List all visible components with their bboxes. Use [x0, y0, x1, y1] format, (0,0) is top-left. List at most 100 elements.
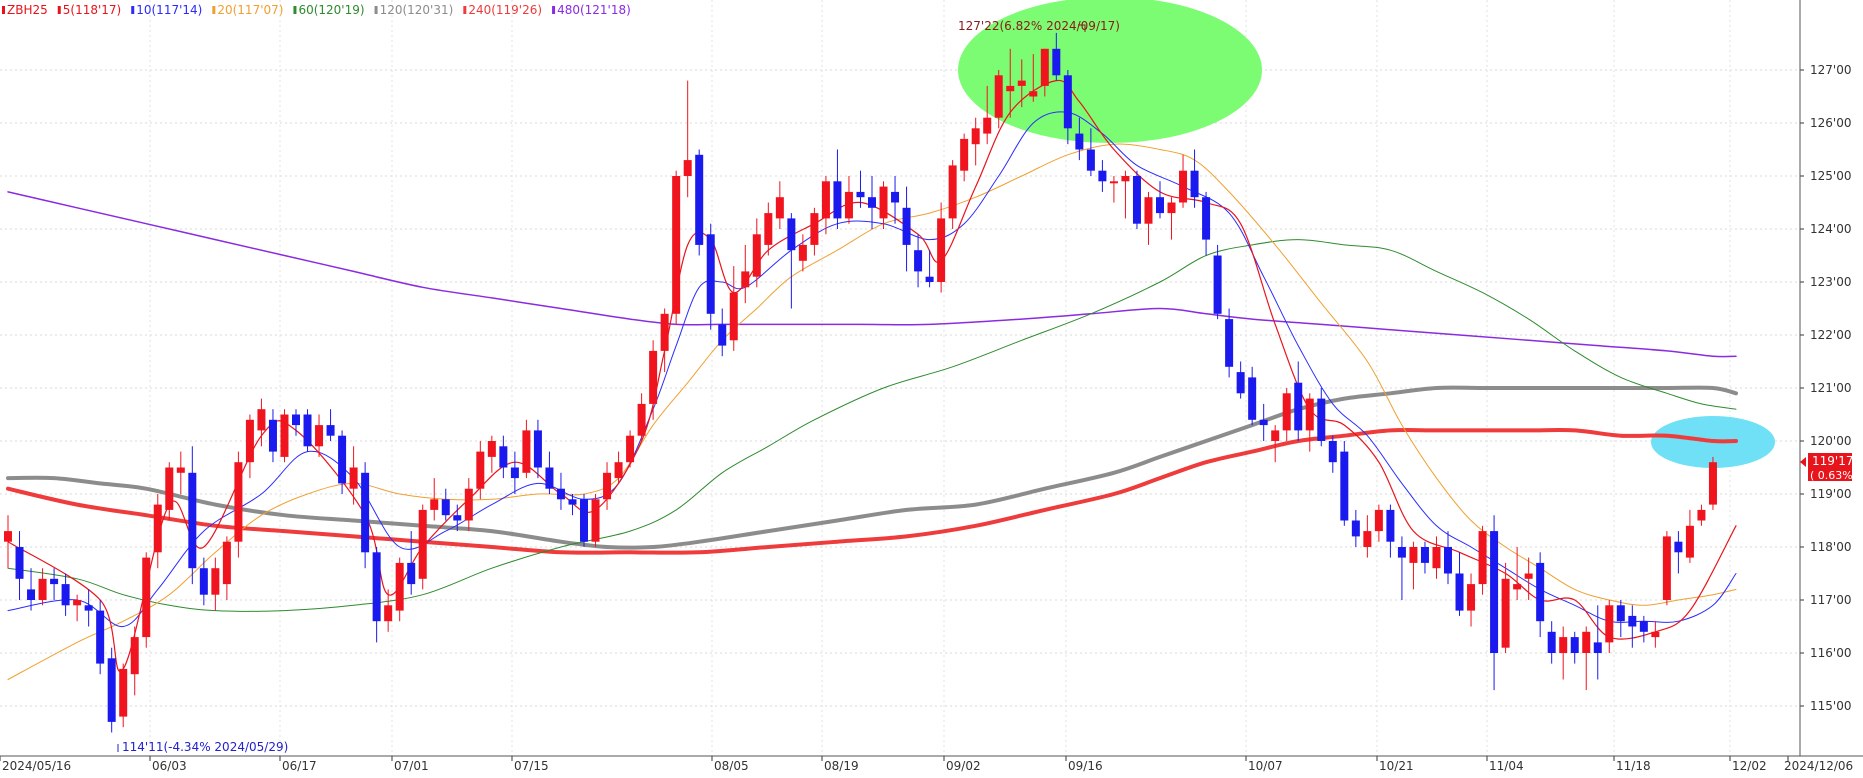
- candle: [73, 594, 82, 622]
- candle-body: [1409, 547, 1418, 563]
- candle-body: [1075, 133, 1084, 150]
- candle-body: [1628, 615, 1637, 627]
- candle-body: [695, 154, 704, 245]
- candle: [1559, 626, 1568, 680]
- candle: [1282, 388, 1291, 441]
- candle: [1616, 600, 1625, 638]
- candle-body: [1248, 377, 1257, 420]
- candle-body: [1582, 631, 1591, 653]
- candle: [153, 494, 162, 569]
- candle-body: [38, 578, 47, 600]
- candle-body: [349, 467, 358, 489]
- candle: [1605, 600, 1614, 653]
- candle-body: [1651, 631, 1660, 638]
- candle-body: [245, 419, 254, 463]
- candle-body: [844, 191, 853, 219]
- y-tick-label: 127'00: [1810, 63, 1851, 77]
- candle-body: [879, 186, 888, 219]
- candle-body: [1444, 547, 1452, 574]
- x-tick-label: 2024/12/06: [1784, 759, 1853, 773]
- candle-body: [706, 234, 715, 314]
- candle: [1374, 504, 1383, 542]
- candle: [891, 176, 900, 224]
- candle-body: [1536, 562, 1545, 622]
- candle-body: [1225, 319, 1234, 367]
- top-highlight-ellipse: [958, 0, 1262, 143]
- candle-body: [1259, 419, 1268, 426]
- candle: [441, 488, 450, 521]
- candle: [960, 133, 969, 182]
- candle-body: [153, 504, 162, 553]
- candle-body: [626, 435, 635, 463]
- candle: [787, 213, 796, 309]
- candle: [868, 176, 876, 229]
- candle: [1109, 176, 1118, 203]
- candle-body: [372, 552, 381, 622]
- candle-body: [292, 414, 300, 426]
- x-tick-label: 10/21: [1379, 759, 1414, 773]
- candle-body: [130, 637, 139, 675]
- candle-body: [1017, 80, 1026, 86]
- candle: [798, 234, 807, 272]
- candle: [580, 494, 588, 547]
- gridlines: [0, 0, 1800, 756]
- candle: [119, 663, 128, 728]
- legend-item: 120(120'31): [380, 3, 454, 17]
- last-price-label: 119'17: [1812, 454, 1853, 468]
- candle: [176, 451, 185, 494]
- candle-body: [1708, 462, 1717, 505]
- candle-body: [257, 409, 266, 431]
- y-tick-label: 123'00: [1810, 275, 1851, 289]
- candle: [27, 568, 36, 611]
- candle: [1651, 621, 1660, 648]
- candle: [856, 170, 865, 208]
- candle: [326, 409, 335, 441]
- candle-body: [568, 499, 577, 505]
- y-tick-label: 126'00: [1810, 116, 1851, 130]
- candle-body: [1513, 584, 1522, 590]
- candle: [61, 573, 70, 616]
- candle-body: [4, 531, 12, 542]
- candle-body: [303, 414, 312, 447]
- candle-body: [418, 509, 427, 579]
- candle: [1098, 160, 1107, 192]
- candle: [1248, 366, 1257, 426]
- x-tick-label: 11/18: [1616, 759, 1651, 773]
- candle-body: [1317, 398, 1326, 441]
- candle-body: [545, 467, 554, 489]
- candle: [4, 515, 12, 569]
- candle: [983, 85, 992, 145]
- candle: [1708, 456, 1717, 510]
- candle: [1121, 170, 1130, 219]
- candle-body: [315, 425, 324, 447]
- candle: [1063, 70, 1072, 145]
- candle-body: [787, 218, 796, 251]
- candle: [879, 181, 888, 229]
- candle: [1570, 631, 1579, 664]
- candle: [407, 531, 416, 595]
- candle: [1236, 361, 1245, 399]
- candle-body: [407, 562, 416, 585]
- candle: [1386, 504, 1395, 558]
- candle-body: [672, 176, 681, 314]
- candle: [418, 504, 427, 590]
- candle: [315, 414, 324, 457]
- candle: [165, 462, 174, 521]
- candle: [1351, 509, 1360, 547]
- candle-body: [798, 244, 807, 261]
- candle: [1075, 117, 1084, 161]
- legend-swatch: [463, 6, 467, 14]
- candle: [211, 557, 220, 611]
- candle-body: [764, 213, 773, 245]
- candle: [1524, 557, 1533, 600]
- candle: [775, 181, 784, 229]
- candle-body: [84, 605, 93, 611]
- candlesticks: [4, 32, 1717, 733]
- candle-body: [649, 350, 658, 404]
- candle: [1501, 562, 1510, 653]
- candle: [568, 494, 577, 516]
- candle: [464, 478, 473, 532]
- candle-body: [1363, 531, 1372, 547]
- candle-body: [1167, 202, 1176, 214]
- candle-body: [533, 430, 542, 468]
